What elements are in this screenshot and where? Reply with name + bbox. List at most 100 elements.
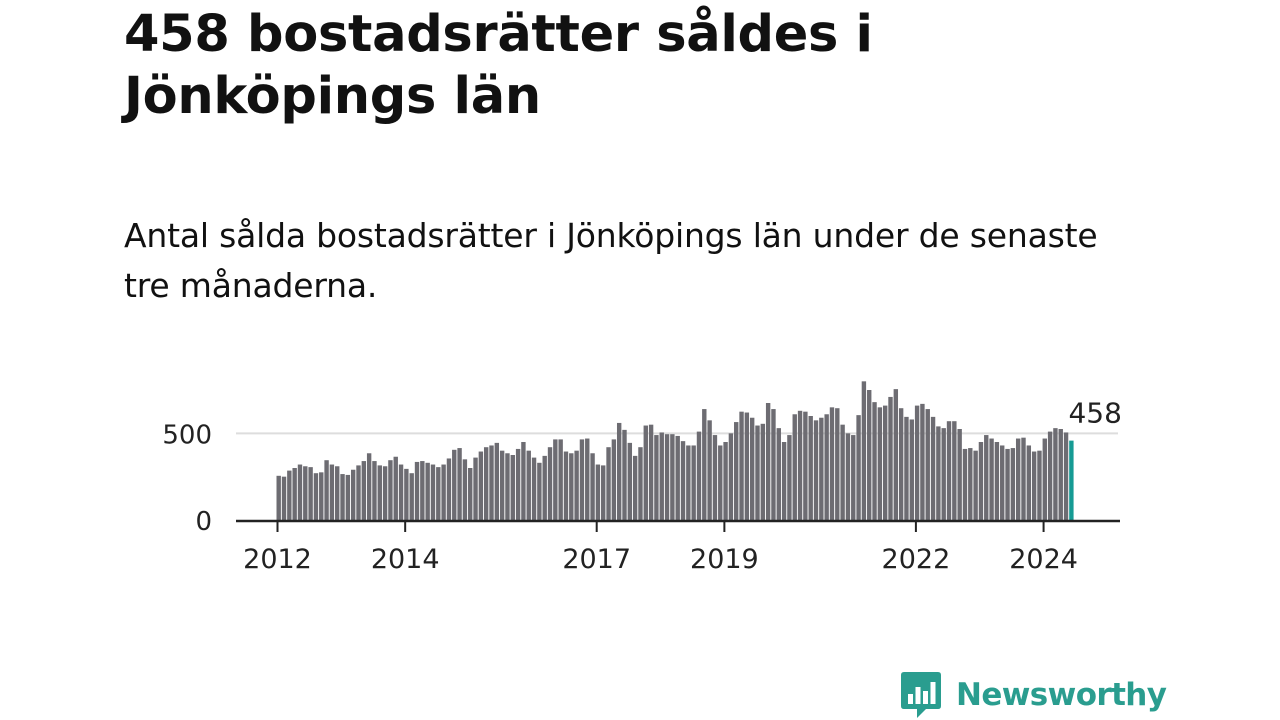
bar	[723, 442, 728, 520]
bar	[350, 469, 356, 520]
bar	[372, 461, 377, 520]
x-tick-label: 2019	[690, 544, 759, 575]
brand-name: Newsworthy	[956, 677, 1167, 713]
bar	[659, 432, 664, 520]
x-tick-label: 2012	[243, 544, 312, 575]
bar	[648, 424, 654, 520]
bar	[574, 450, 579, 520]
y-tick-label: 500	[162, 420, 212, 450]
x-tick-label: 2017	[562, 544, 631, 575]
bar	[287, 470, 292, 520]
bar	[1037, 450, 1042, 520]
bar	[1026, 445, 1032, 520]
bar	[446, 458, 452, 520]
bar	[601, 465, 606, 520]
bar	[569, 453, 574, 520]
bar	[771, 409, 776, 520]
bar	[808, 416, 813, 520]
bar	[1015, 438, 1021, 520]
bar	[968, 448, 973, 520]
bar	[632, 455, 638, 520]
bar	[851, 435, 856, 520]
bar	[356, 465, 361, 520]
bar	[303, 466, 308, 520]
bar	[749, 417, 755, 520]
bar	[734, 422, 739, 520]
bar	[590, 453, 595, 520]
bar	[622, 429, 627, 520]
bar	[425, 462, 430, 520]
y-tick-label: 0	[195, 507, 212, 537]
bar	[643, 425, 648, 520]
bar	[297, 464, 303, 520]
x-tick-label: 2022	[882, 544, 951, 575]
bar	[452, 449, 457, 520]
bar	[893, 389, 899, 520]
bar	[1047, 431, 1053, 520]
bar	[978, 442, 984, 520]
bar	[824, 414, 829, 520]
bar	[718, 445, 723, 520]
bar	[468, 468, 473, 520]
bar	[1063, 432, 1069, 520]
bar	[335, 466, 340, 520]
bar	[329, 464, 335, 520]
bar	[680, 441, 686, 520]
bar-chart: 0 500 2012 2014 2017 2019 2022 2024 458	[162, 381, 1122, 575]
bar	[611, 439, 617, 520]
bar	[553, 439, 558, 520]
bar	[1053, 428, 1058, 520]
bar	[515, 448, 521, 520]
bar	[340, 474, 345, 520]
bar	[861, 381, 867, 520]
bar	[499, 450, 505, 520]
bar	[483, 447, 489, 520]
bar	[712, 435, 718, 520]
bar	[739, 411, 744, 520]
bar	[361, 461, 367, 520]
bar	[345, 474, 351, 520]
bar	[920, 403, 925, 520]
label-layer: 0 500 2012 2014 2017 2019 2022 2024 458	[162, 397, 1122, 575]
bar	[281, 476, 287, 520]
bar	[686, 445, 691, 520]
bar	[882, 405, 888, 520]
bar	[803, 411, 808, 520]
bar	[1005, 448, 1010, 520]
axis-layer	[236, 519, 1120, 532]
bar	[984, 435, 989, 520]
bar	[691, 445, 696, 520]
bar	[925, 409, 930, 520]
bar	[627, 442, 633, 520]
bar	[664, 434, 670, 520]
bar	[845, 433, 851, 520]
bar	[531, 457, 537, 520]
newsworthy-logo-icon	[901, 672, 941, 718]
bar	[1042, 438, 1047, 520]
bar	[877, 407, 883, 520]
bar	[728, 433, 734, 520]
bar	[930, 416, 936, 520]
bar	[675, 435, 680, 520]
bar	[510, 455, 515, 520]
bar	[936, 426, 941, 520]
bars-layer	[276, 381, 1074, 520]
bar	[563, 451, 569, 520]
bar	[973, 450, 978, 520]
bar	[941, 428, 946, 520]
bar	[707, 420, 712, 520]
bar	[776, 428, 781, 520]
bar	[404, 468, 409, 520]
bar	[585, 438, 590, 520]
bar	[994, 442, 1000, 520]
bar	[787, 435, 792, 520]
bar	[829, 407, 835, 520]
bar	[813, 420, 819, 520]
bar	[888, 396, 893, 520]
bar	[946, 421, 952, 520]
bar	[898, 408, 904, 520]
bar-highlight	[1069, 440, 1074, 520]
bar	[638, 447, 643, 520]
bar	[760, 423, 766, 520]
bar	[872, 402, 877, 520]
